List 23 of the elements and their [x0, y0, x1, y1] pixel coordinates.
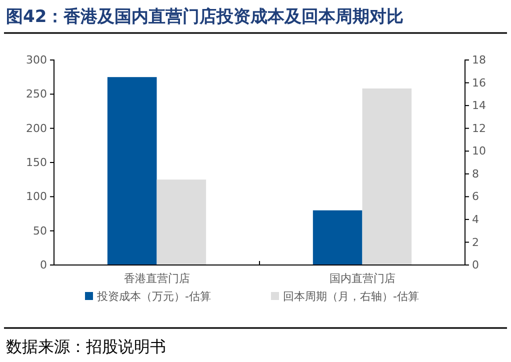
legend-label: 回本周期（月，右轴）-估算: [282, 290, 419, 303]
y2-tick-label: 10: [472, 144, 486, 158]
y2-tick-label: 2: [472, 236, 479, 249]
source-note: 数据来源：招股说明书: [6, 337, 166, 356]
y2-tick-label: 4: [472, 212, 479, 226]
y-tick-label: 200: [26, 122, 47, 135]
y-tick-label: 150: [26, 156, 47, 170]
y-tick-label: 250: [26, 88, 47, 101]
y-tick-label: 300: [26, 54, 47, 67]
y2-tick-label: 0: [472, 258, 479, 272]
y2-tick-label: 14: [472, 99, 486, 112]
chart-title: 图42：香港及国内直营门店投资成本及回本周期对比: [6, 7, 404, 27]
y2-tick-label: 6: [472, 190, 479, 204]
y-tick-label: 50: [33, 224, 47, 238]
y-tick-label: 0: [40, 258, 47, 272]
legend-label: 投资成本（万元）-估算: [96, 290, 211, 303]
y2-tick-label: 12: [472, 122, 486, 135]
y2-tick-label: 18: [472, 54, 486, 67]
y-tick-label: 100: [26, 190, 47, 204]
y2-tick-label: 8: [472, 167, 479, 180]
x-tick-label: 香港直营门店: [124, 272, 190, 285]
y2-tick-label: 16: [472, 76, 486, 90]
x-tick-label: 国内直营门店: [329, 272, 396, 285]
